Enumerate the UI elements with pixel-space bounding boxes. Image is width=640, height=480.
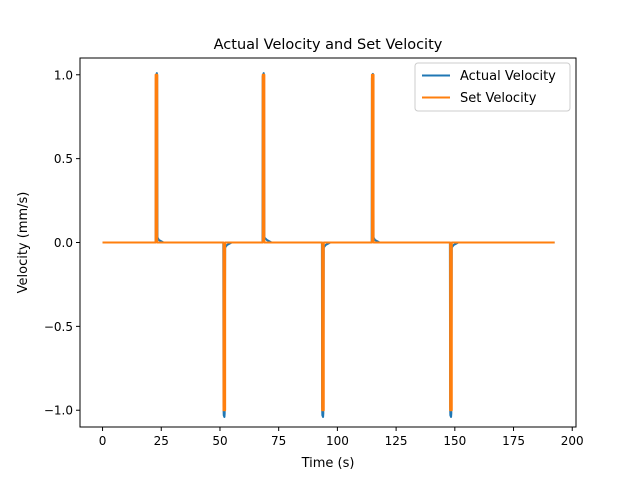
legend: Actual Velocity Set Velocity xyxy=(414,62,571,112)
x-tick-label: 25 xyxy=(154,434,169,448)
x-tick-label: 75 xyxy=(271,434,286,448)
legend-label-actual-velocity: Actual Velocity xyxy=(460,69,556,84)
legend-box xyxy=(414,62,571,112)
chart-title: Actual Velocity and Set Velocity xyxy=(214,37,443,53)
y-axis-ticks: −1.0 −0.5 0.0 0.5 1.0 xyxy=(44,68,80,418)
x-tick-label: 50 xyxy=(212,434,227,448)
y-tick-label: 0.0 xyxy=(54,236,73,250)
y-tick-label: 0.5 xyxy=(54,152,73,166)
series-line-set-velocity xyxy=(102,73,555,412)
y-axis-label: Velocity (mm/s) xyxy=(16,192,31,294)
series-layer xyxy=(102,72,555,418)
x-axis-label: Time (s) xyxy=(301,456,355,471)
y-tick-label: −0.5 xyxy=(44,320,73,334)
legend-label-set-velocity: Set Velocity xyxy=(460,91,537,106)
y-tick-label: −1.0 xyxy=(44,404,73,418)
x-tick-label: 125 xyxy=(385,434,408,448)
x-tick-label: 150 xyxy=(443,434,466,448)
x-tick-label: 200 xyxy=(561,434,584,448)
x-axis-ticks: 0 25 50 75 100 125 150 175 200 xyxy=(99,427,584,448)
x-tick-label: 100 xyxy=(326,434,349,448)
y-tick-label: 1.0 xyxy=(54,68,73,82)
x-tick-label: 175 xyxy=(502,434,525,448)
x-tick-label: 0 xyxy=(99,434,107,448)
